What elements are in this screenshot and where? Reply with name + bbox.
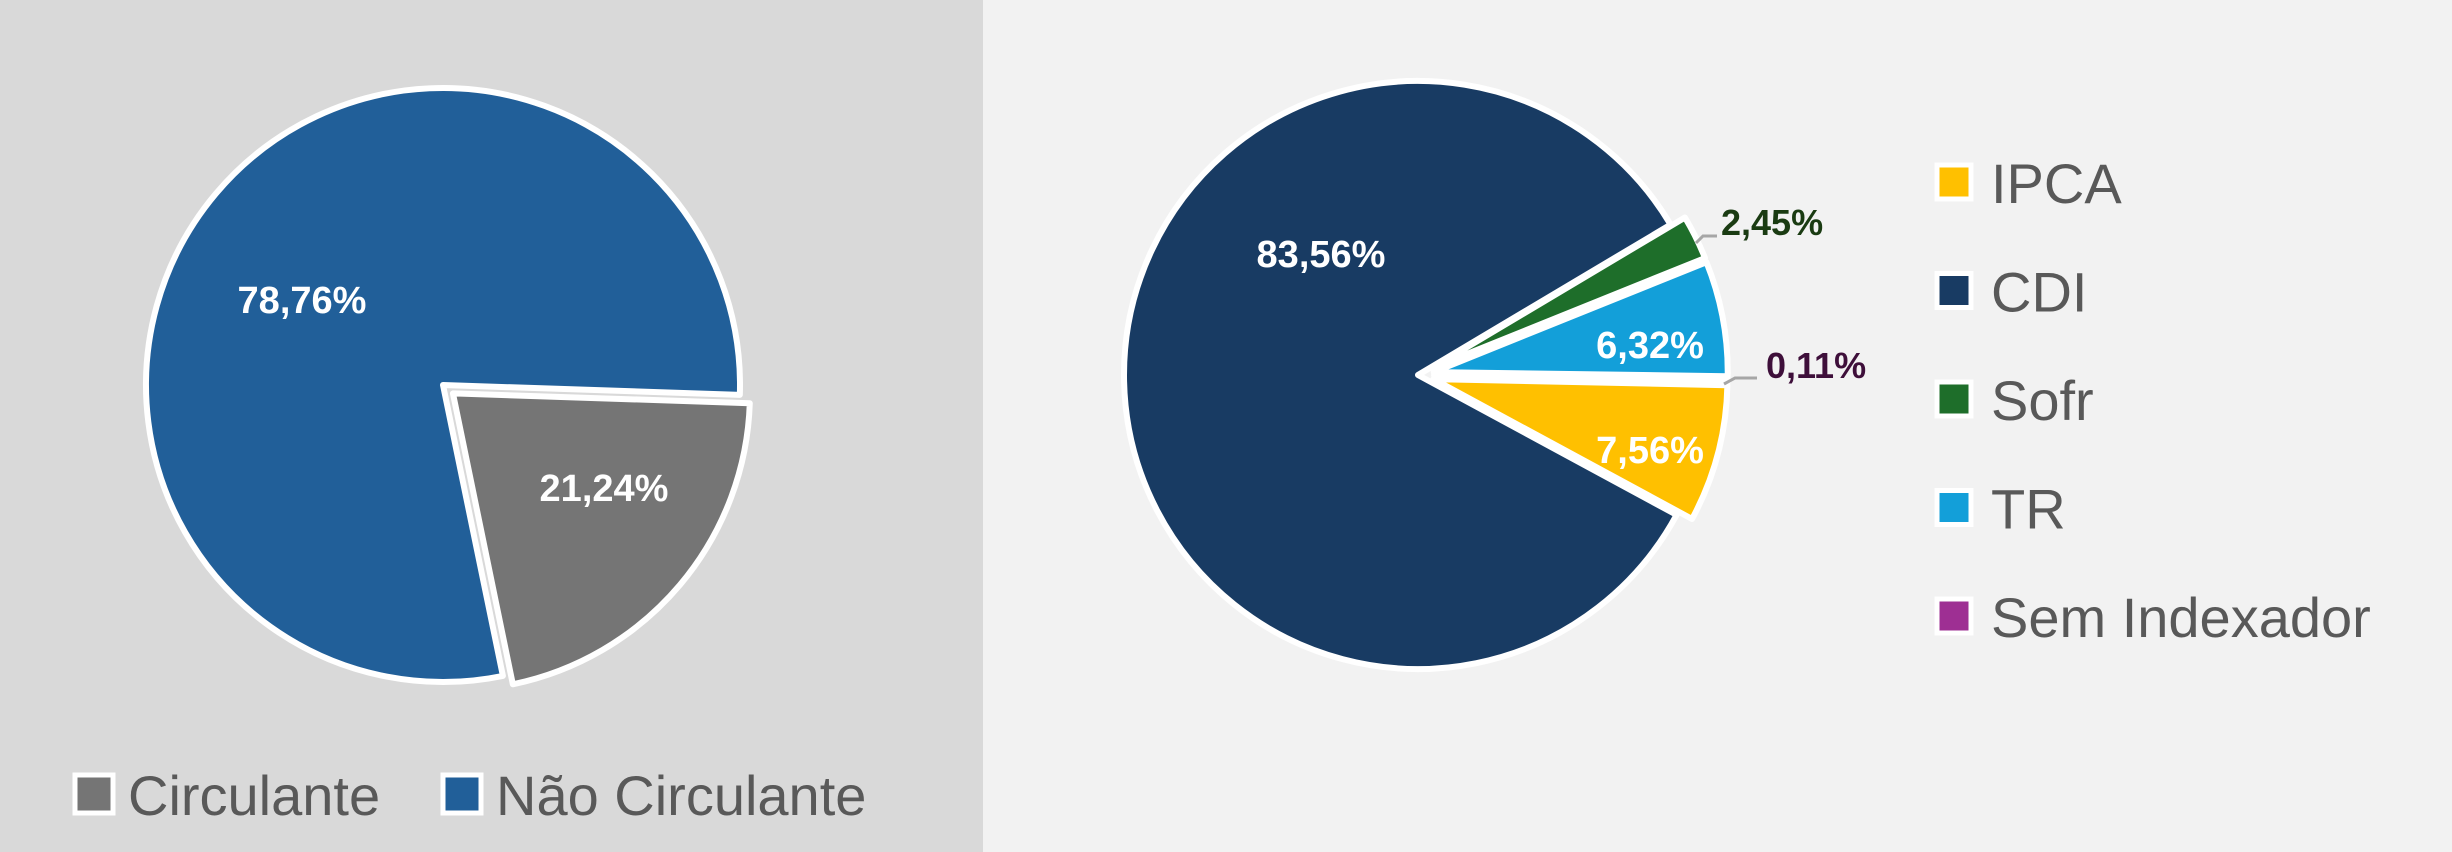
legend-swatch-tr [1934,488,1974,527]
legend-swatch-nao-circulante [440,772,484,816]
right-chart-panel: 7,56% 83,56% 6,32% 2,45% 0,11% IPCA CDI Sofr TR S… [983,0,2452,852]
legend-item-nao-circulante: Não Circulante [440,764,866,827]
left-chart-panel: 21,24% 78,76% Circulante Não Circulante [0,0,983,852]
pie-slice-ipca [1430,376,1731,522]
pie-chart-circulante: 21,24% 78,76% Circulante Não Circulante [72,85,866,827]
pie-chart-indexadores: 7,56% 83,56% 6,32% 2,45% 0,11% IPCA CDI Sofr TR S… [1121,78,2371,672]
data-label-tr: 6,32% [1596,325,1704,367]
leader-line-sofr [1694,234,1717,245]
legend-swatch-ipca [1934,162,1974,202]
data-label-ipca: 7,56% [1596,430,1704,472]
legend-label-sofr: Sofr [1991,369,2094,432]
data-label-sem-indexador: 0,11% [1766,345,1866,386]
data-label-sofr: 2,45% [1721,202,1823,243]
legend-swatch-circulante [72,772,116,816]
legend-item-cdi: CDI [1934,261,2087,324]
data-label-circulante: 21,24% [540,468,669,510]
pie-slice-nao-circulante [143,85,743,685]
pie-slice-cdi [1121,78,1680,672]
pie-slice-sofr [1429,214,1709,371]
legend-item-sem-indexador: Sem Indexador [1934,586,2371,649]
legend-label-cdi: CDI [1991,261,2087,324]
pie-slice-tr [1430,259,1731,380]
data-label-cdi: 83,56% [1257,234,1386,276]
leader-line-sem-indexador [1723,376,1757,386]
legend-item-circulante: Circulante [72,764,380,827]
legend-swatch-sem-indexador [1934,596,1974,636]
legend-label-tr: TR [1991,478,2066,541]
data-label-nao-circulante: 78,76% [238,280,367,322]
legend-label-circulante: Circulante [128,764,380,827]
legend-label-ipca: IPCA [1991,152,2122,215]
legend-label-sem-indexador: Sem Indexador [1991,586,2371,649]
pie-slice-circulante [449,390,753,688]
legend-label-nao-circulante: Não Circulante [496,764,866,827]
legend-item-tr: TR [1934,478,2066,541]
legend-swatch-cdi [1934,271,1974,310]
legend-swatch-sofr [1934,379,1974,419]
legend-item-ipca: IPCA [1934,152,2122,215]
legend-item-sofr: Sofr [1934,369,2094,432]
